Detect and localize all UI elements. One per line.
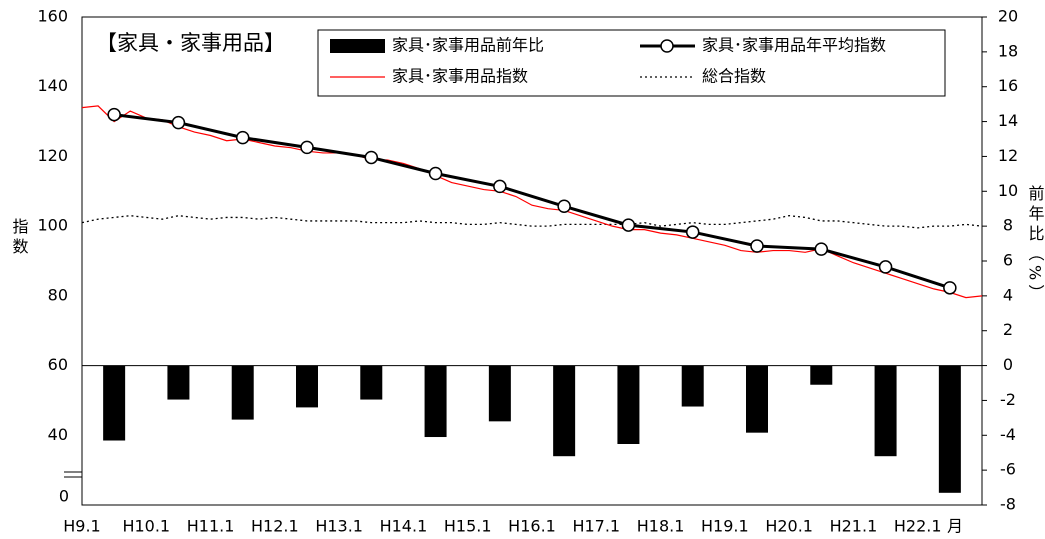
bar (553, 365, 576, 457)
y2-tick-label: -2 (1000, 390, 1016, 409)
y-tick-label: 40 (48, 425, 68, 444)
y2-tick-label: 16 (998, 76, 1018, 95)
x-axis-label: 月 (947, 517, 963, 536)
x-tick-label: H16.1 (508, 517, 556, 536)
y2-tick-label: -8 (1000, 495, 1016, 514)
marker (814, 242, 829, 256)
y2-tick-label: 10 (998, 181, 1018, 200)
bar (617, 365, 640, 444)
x-tick-label: H15.1 (444, 517, 492, 536)
y2-tick-label: 8 (1003, 216, 1013, 235)
x-tick-label: H9.1 (63, 517, 100, 536)
x-tick-label: H12.1 (251, 517, 299, 536)
plot-frame (81, 16, 983, 506)
x-tick-label: H17.1 (572, 517, 620, 536)
x-tick-label: H21.1 (830, 517, 878, 536)
bar (231, 365, 254, 420)
y2-tick-label: 6 (1003, 251, 1013, 270)
y-tick-label: 120 (37, 146, 68, 165)
marker (364, 150, 379, 165)
marker (750, 239, 764, 253)
legend-label: 家具･家事用品前年比 (392, 36, 544, 55)
y2-tick-label: 20 (998, 7, 1018, 26)
marker (235, 130, 250, 145)
marker (428, 166, 443, 181)
y2-tick-label: 4 (1003, 285, 1013, 304)
marker (943, 281, 957, 295)
y-tick-label: 160 (37, 7, 68, 26)
bar (938, 365, 961, 493)
bar (488, 365, 511, 422)
marker (557, 199, 571, 214)
x-tick-label: H11.1 (187, 517, 235, 536)
y2-tick-label: -4 (1000, 425, 1016, 444)
marker (878, 260, 893, 274)
y-tick-label: 80 (48, 285, 68, 304)
y2-tick-label: 12 (998, 146, 1018, 165)
legend-marker (660, 39, 674, 53)
marker (107, 107, 121, 122)
bar (360, 365, 383, 400)
y-tick-label: 100 (37, 216, 68, 235)
marker (300, 140, 314, 155)
bar (810, 365, 833, 385)
bar (424, 365, 447, 438)
marker (621, 218, 636, 232)
y2-tick-label: 2 (1003, 320, 1013, 339)
average-line (113, 113, 951, 290)
legend-label: 総合指数 (702, 67, 766, 86)
legend-label: 家具･家事用品指数 (392, 67, 528, 86)
x-tick-label: H18.1 (637, 517, 685, 536)
y-tick-label: 140 (37, 76, 68, 95)
legend (317, 29, 946, 97)
x-tick-label: H20.1 (765, 517, 813, 536)
legend-swatch (330, 39, 385, 53)
bar (874, 365, 897, 457)
marker (493, 179, 507, 194)
marker (685, 225, 700, 239)
y2-tick-label: 0 (1003, 355, 1013, 374)
x-tick-label: H10.1 (122, 517, 170, 536)
bar (103, 365, 126, 441)
overall-index-line (81, 215, 983, 229)
bar (296, 365, 318, 408)
y2-axis-label: 前年比（%） (1026, 185, 1045, 304)
marker (171, 115, 186, 130)
y-tick-label: 60 (48, 355, 68, 374)
x-tick-label: H14.1 (380, 517, 428, 536)
y-break-label: 0 (59, 487, 69, 506)
y2-tick-label: 18 (998, 41, 1018, 60)
y2-tick-label: -6 (1000, 460, 1016, 479)
y-axis-label: 指数 (10, 218, 29, 258)
x-tick-label: H13.1 (315, 517, 363, 536)
bar (681, 365, 704, 407)
chart-title: 【家具・家事用品】 (96, 31, 285, 55)
bar (167, 365, 190, 400)
legend-label: 家具･家事用品年平均指数 (702, 36, 886, 55)
x-tick-label: H19.1 (701, 517, 749, 536)
x-tick-label: H22.1 (894, 517, 942, 536)
y2-tick-label: 14 (998, 111, 1018, 130)
bar (746, 365, 768, 433)
